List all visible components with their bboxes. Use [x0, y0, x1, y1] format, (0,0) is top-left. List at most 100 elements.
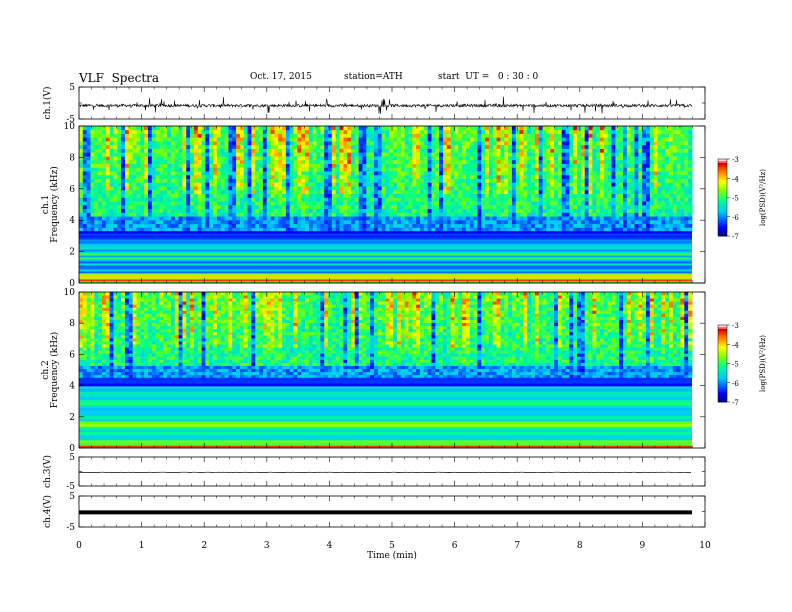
ch1-spec-cell [680, 141, 685, 146]
ch1-spec-cell [98, 141, 103, 146]
ch2-spec-cell [101, 371, 107, 376]
ch2-spec-cell [86, 334, 91, 339]
ch1-spec-cell [362, 208, 367, 213]
ch1-spec-cell [577, 174, 582, 179]
ch1-spec-cell [136, 152, 141, 157]
ch1-spec-cell [416, 159, 421, 164]
ch1-spec-cell [412, 216, 417, 221]
ch1-spec-cell [94, 171, 99, 176]
ch1-spec-cell [546, 144, 551, 149]
ch1-spec-cell [462, 171, 467, 176]
ch1-spec-cell [519, 178, 524, 183]
ch1-spec-cell [661, 133, 666, 138]
ch1-spec-cell [243, 227, 248, 232]
ch1-spec-cell [400, 216, 406, 221]
ch1-spec-cell [239, 126, 245, 131]
ch1-spec-cell [661, 223, 666, 228]
ch1-spec-cell [596, 197, 601, 202]
ch1-spec-cell [266, 201, 271, 206]
ch1-spec-cell [672, 219, 678, 225]
ch1-spec-cell [646, 174, 651, 179]
ch1-spec-cell [86, 137, 91, 142]
ch1-spec-cell [282, 216, 287, 221]
ch1-spec-cell [362, 137, 367, 142]
ch1-spec-cell [661, 126, 666, 131]
ch1-spec-cell [190, 156, 195, 161]
ch1-spec-cell [147, 216, 153, 221]
ch2-spec-cell [82, 359, 88, 363]
ch1-spec-cell [101, 186, 107, 191]
ch1-spec-band-row [79, 231, 692, 234]
ch1-spec-cell [473, 163, 478, 168]
ch1-spec-cell [297, 186, 302, 191]
ch1-spec-cell [339, 141, 344, 146]
ch1-spec-cell [439, 159, 444, 164]
ch1-spec-cell [201, 182, 206, 187]
ch1-spec-cell [331, 163, 337, 168]
ch1-spec-cell [293, 186, 298, 191]
ch1-spec-cell [446, 216, 452, 221]
ch1-spec-cell [270, 178, 275, 183]
ch1-spec-cell [324, 141, 329, 146]
ch1-spec-cell [615, 193, 620, 198]
ch1-spec-cell [412, 126, 417, 131]
ch1-spec-cell [201, 197, 206, 202]
ch1-spec-cell [228, 219, 233, 225]
ch1-spec-cell [232, 204, 237, 210]
ch1-spec-cell [400, 156, 406, 161]
ch1-spec-cell [220, 171, 225, 176]
ch1-spec-cell [393, 171, 398, 176]
ch1-spec-cell [308, 197, 314, 202]
ch1-spec-cell [419, 156, 425, 161]
ch1-spec-cell [665, 171, 670, 176]
ch1-spec-cell [216, 219, 222, 225]
ch1-spec-cell [496, 133, 501, 138]
ch1-spec-cell [247, 182, 252, 187]
ch1-spec-cell [377, 141, 383, 146]
ch1-spec-cell [496, 129, 501, 134]
ch1-spec-cell [542, 171, 547, 176]
ch1-spec-cell [649, 159, 655, 164]
ch1-spec-cell [596, 163, 601, 168]
ch1-spec-cell [615, 152, 620, 157]
ch1-spec-cell [458, 126, 463, 131]
ch1-spec-cell [634, 156, 639, 161]
ch1-spec-cell [404, 197, 409, 202]
ch1-spec-cell [370, 159, 375, 164]
ch2-spec-cell [79, 350, 84, 354]
ch1-spec-cell [385, 182, 390, 187]
ch1-spec-cell [79, 156, 84, 161]
ch1-spec-cell [351, 159, 356, 164]
ch1-spec-cell [347, 204, 352, 210]
ch1-spec-cell [301, 156, 306, 161]
ch1-spec-cell [649, 186, 655, 191]
ch1-spec-cell [213, 174, 218, 179]
ch1-spec-cell [519, 212, 524, 217]
ch1-spec-cell [577, 182, 582, 187]
ch1-spec-cell [167, 193, 172, 198]
ch1-spec-cell [274, 178, 279, 183]
ch1-spec-cell [404, 174, 409, 179]
ch1-spec-cell [481, 126, 486, 131]
ch1-spec-cell [251, 163, 256, 168]
ch1-spec-colorbar-cell [718, 222, 727, 225]
ch2-spec-cell [82, 347, 88, 351]
ch1-spec-cell [174, 219, 180, 225]
ch1-spec-cell [646, 126, 651, 131]
ch1-spec-cell [400, 212, 406, 217]
ch1-spec-cell [270, 129, 275, 134]
ch1-spec-cell [538, 227, 543, 232]
ch1-spec-cell [519, 156, 524, 161]
ch1-spec-cell [305, 186, 310, 191]
ch1-spec-cell [638, 159, 643, 164]
ch1-spec-cell [136, 219, 141, 225]
ch1-spec-cell [366, 193, 371, 198]
ch1-spec-cell [577, 156, 582, 161]
ch1-spec-cell [676, 197, 681, 202]
ch1-spec-cell [477, 216, 482, 221]
ch1-spec-cell [324, 167, 329, 172]
ch1-spec-cell [255, 148, 260, 153]
ch1-spec-cell [542, 212, 547, 217]
ch1-spec-cell [511, 163, 517, 168]
ch1-spec-cell [500, 189, 505, 195]
